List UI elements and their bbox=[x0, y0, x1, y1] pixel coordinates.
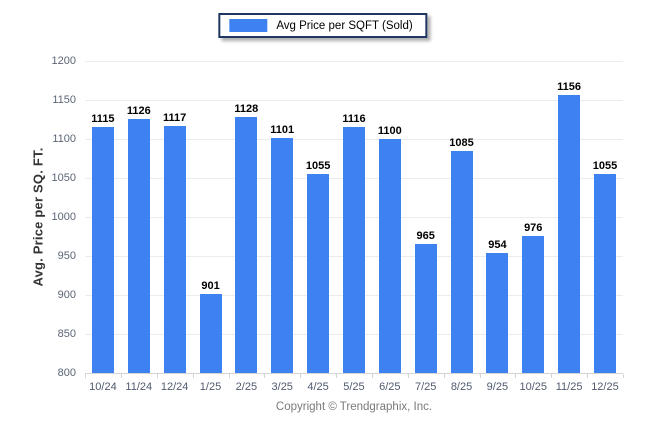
bar bbox=[271, 138, 294, 373]
bar-value-label: 1101 bbox=[270, 124, 295, 137]
axis-tick bbox=[85, 374, 86, 378]
axis-tick bbox=[120, 374, 122, 378]
bar-slot: 1128 bbox=[228, 61, 264, 373]
bar-slot: 965 bbox=[408, 61, 444, 373]
bar-value-label: 1115 bbox=[91, 113, 115, 126]
bar-slot: 1156 bbox=[551, 61, 587, 373]
bar-slot: 1100 bbox=[372, 61, 408, 373]
y-tick-label: 800 bbox=[57, 367, 76, 379]
bar bbox=[163, 125, 186, 373]
x-tick-label: 7/25 bbox=[414, 381, 437, 393]
bar-slot: 976 bbox=[515, 61, 551, 373]
bar-slot: 1115 bbox=[85, 61, 121, 373]
bar bbox=[450, 150, 473, 373]
bar-slot: 954 bbox=[479, 61, 515, 373]
bars: 1115 1126 1117 901 1128 1101 1055 1116 1100 965 10… bbox=[85, 61, 623, 373]
bar bbox=[235, 117, 258, 373]
y-tick-label: 850 bbox=[57, 328, 76, 340]
bar-value-label: 1126 bbox=[126, 104, 151, 117]
bar-value-label: 965 bbox=[416, 230, 435, 243]
axis-tick bbox=[623, 374, 624, 378]
x-tick-label: 3/25 bbox=[271, 381, 293, 393]
bar-value-label: 976 bbox=[524, 221, 543, 234]
bar bbox=[199, 294, 222, 373]
axis-tick bbox=[479, 374, 481, 378]
x-tick-label: 10/25 bbox=[519, 381, 547, 393]
axis-tick bbox=[300, 374, 302, 378]
bar-value-label: 901 bbox=[201, 280, 220, 293]
x-axis-labels: 10/24 11/24 12/24 1/25 2/25 3/25 4/25 5/25 6/25 7… bbox=[85, 381, 623, 393]
bar bbox=[593, 174, 616, 373]
bar-value-label: 1117 bbox=[163, 111, 187, 124]
y-tick-label: 1050 bbox=[51, 172, 76, 184]
x-tick-label: 12/24 bbox=[160, 381, 189, 393]
x-tick-label: 12/25 bbox=[591, 381, 619, 393]
legend-swatch-icon bbox=[229, 19, 268, 32]
axis-tick bbox=[515, 374, 517, 378]
bar bbox=[558, 95, 581, 373]
axis-tick bbox=[336, 374, 338, 378]
bar bbox=[522, 235, 545, 373]
bar-value-label: 1128 bbox=[234, 103, 259, 116]
bar-slot: 901 bbox=[193, 61, 229, 373]
axis-tick bbox=[264, 374, 266, 378]
bar-slot: 1101 bbox=[264, 61, 300, 373]
y-tick-label: 1100 bbox=[52, 133, 76, 145]
bar bbox=[307, 174, 330, 373]
bar-value-label: 1116 bbox=[342, 112, 366, 125]
axis-tick bbox=[156, 374, 158, 378]
bar bbox=[378, 139, 401, 373]
bar bbox=[414, 244, 437, 373]
bar-value-label: 954 bbox=[488, 238, 507, 251]
axis-tick bbox=[551, 374, 553, 378]
bar bbox=[486, 252, 509, 373]
x-tick-label: 2/25 bbox=[235, 381, 258, 393]
gridline bbox=[85, 100, 623, 101]
bar bbox=[342, 126, 365, 373]
y-tick-label: 1200 bbox=[51, 55, 76, 67]
copyright: Copyright © Trendgraphix, Inc. bbox=[275, 401, 433, 413]
x-tick-label: 11/24 bbox=[125, 381, 153, 393]
axis-tick bbox=[407, 374, 409, 378]
x-tick-label: 1/25 bbox=[199, 381, 222, 393]
x-tick-label: 5/25 bbox=[343, 381, 365, 393]
bar-slot: 1055 bbox=[300, 61, 336, 373]
y-tick-label: 900 bbox=[57, 289, 76, 301]
x-tick-label: 9/25 bbox=[486, 381, 509, 393]
axis-ticks bbox=[85, 374, 624, 379]
bar-slot: 1085 bbox=[444, 61, 480, 373]
x-tick-label: 4/25 bbox=[307, 381, 329, 393]
x-tick-label: 8/25 bbox=[450, 381, 473, 393]
x-tick-label: 6/25 bbox=[379, 381, 401, 393]
y-tick-label: 1150 bbox=[52, 94, 76, 106]
bar bbox=[91, 127, 114, 373]
legend-label: Avg Price per SQFT (Sold) bbox=[276, 19, 413, 32]
y-tick-label: 1000 bbox=[51, 211, 76, 223]
axis-tick bbox=[192, 374, 194, 378]
bar-value-label: 1156 bbox=[557, 81, 582, 94]
axis-tick bbox=[587, 374, 589, 378]
bar-value-label: 1085 bbox=[449, 136, 474, 149]
bar-value-label: 1100 bbox=[377, 125, 402, 137]
bar-slot: 1126 bbox=[121, 61, 157, 373]
y-tick-label: 950 bbox=[57, 250, 76, 262]
legend: Avg Price per SQFT (Sold) bbox=[218, 13, 428, 38]
plot-area: 800 850 900 950 1000 1050 1100 1150 1200 1115 112… bbox=[52, 55, 623, 379]
bar-slot: 1116 bbox=[336, 61, 372, 373]
gridline bbox=[85, 61, 623, 62]
x-tick-label: 11/25 bbox=[555, 381, 583, 393]
axis-tick bbox=[443, 374, 445, 378]
x-tick-label: 10/24 bbox=[89, 381, 117, 393]
bar-slot: 1055 bbox=[587, 61, 623, 373]
axis-tick bbox=[371, 374, 373, 378]
bar-slot: 1117 bbox=[157, 61, 193, 373]
axis-tick bbox=[228, 374, 230, 378]
bar bbox=[127, 118, 150, 373]
bar-value-label: 1055 bbox=[305, 160, 331, 173]
bar-value-label: 1055 bbox=[592, 160, 618, 173]
